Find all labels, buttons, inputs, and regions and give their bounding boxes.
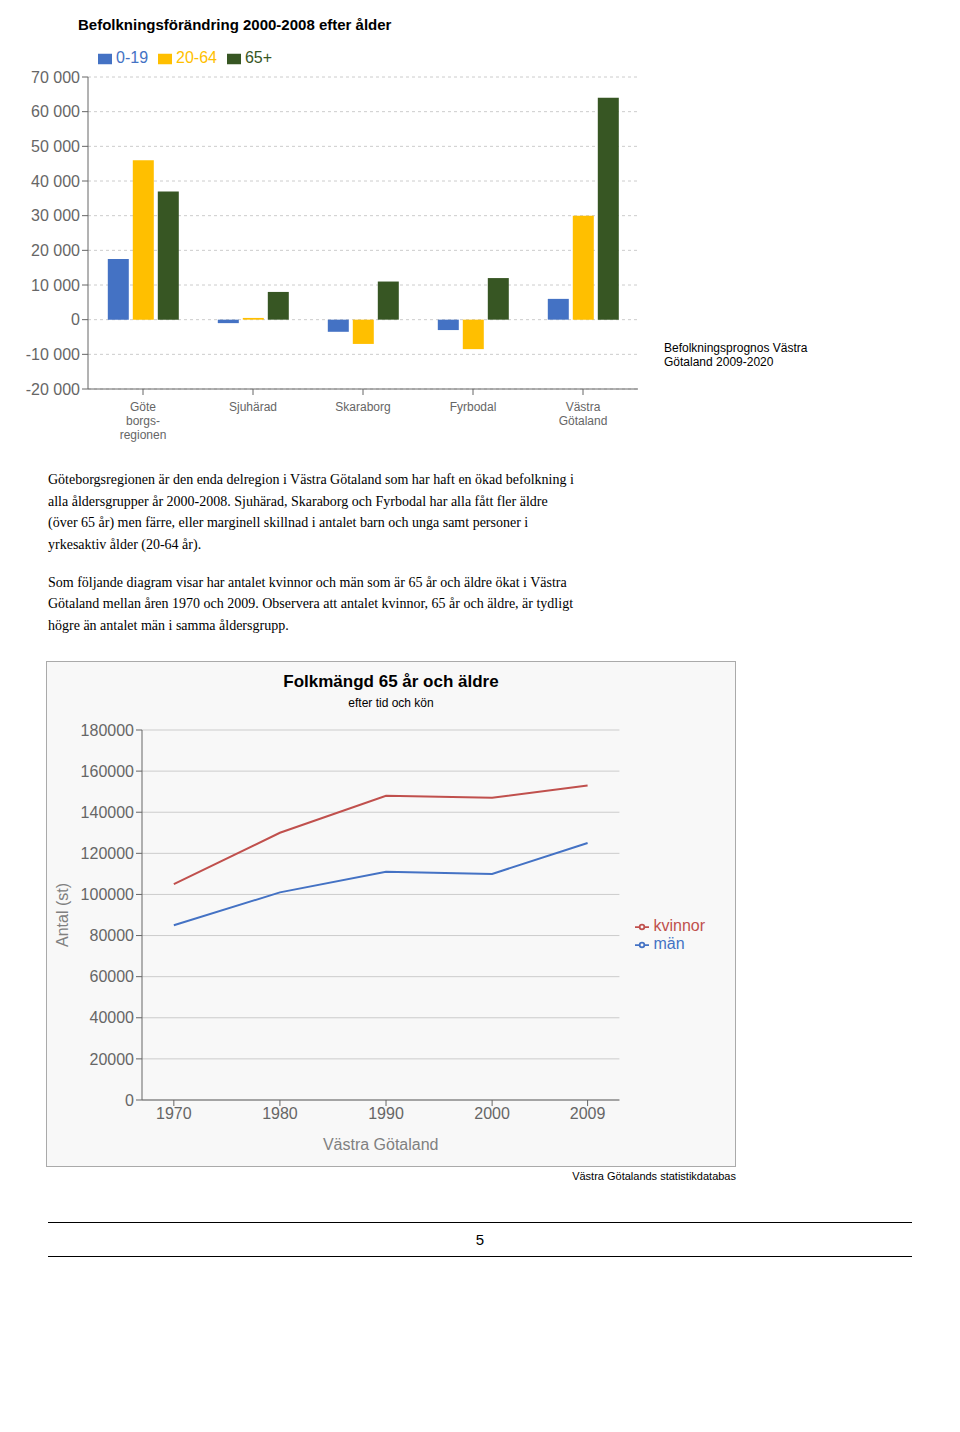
svg-text:180000: 180000 [81,721,134,738]
svg-text:Sjuhärad: Sjuhärad [229,400,277,414]
svg-text:Göteborgs-regionen: Göteborgs-regionen [120,400,167,442]
html-text:65+: 65+ [245,49,273,66]
html-text:20-64: 20-64 [176,49,217,66]
svg-text:1980: 1980 [262,1105,298,1122]
svg-text:1970: 1970 [156,1105,192,1122]
svg-text:Västra Götaland: Västra Götaland [323,1136,439,1153]
html-text:Befolkningsförändring 2000-200: Befolkningsförändring 2000-2008 efter ål… [78,16,392,33]
svg-text:120000: 120000 [81,845,134,862]
html-text:Västra Götalands statistikdata: Västra Götalands statistikdatabas [572,1169,736,1182]
svg-text:40000: 40000 [90,1009,135,1026]
svg-text:40 000: 40 000 [31,173,80,190]
svg-text:Skaraborg: Skaraborg [335,400,390,414]
svg-text:0: 0 [71,311,80,328]
svg-text:70 000: 70 000 [31,69,80,86]
svg-text:-10 000: -10 000 [26,346,80,363]
svg-text:20 000: 20 000 [31,242,80,259]
svg-text:Antal (st): Antal (st) [54,883,71,947]
html-text:män: män [653,934,685,952]
svg-text:60 000: 60 000 [31,103,80,120]
svg-text:2000: 2000 [474,1105,510,1122]
html-text:Folkmängd 65 år och äldre: Folkmängd 65 år och äldre [283,671,499,691]
html-text:Befolkningsprognos Västra Göta: Befolkningsprognos Västra Götaland 2009-… [664,341,808,369]
svg-text:0: 0 [125,1091,134,1108]
svg-text:-20 000: -20 000 [26,381,80,398]
html-text:5: 5 [475,1230,485,1248]
svg-text:100000: 100000 [81,886,134,903]
html-text:kvinnor: kvinnor [653,916,705,934]
svg-text:20000: 20000 [90,1050,135,1067]
svg-text:160000: 160000 [81,763,134,780]
html-text:0-19: 0-19 [116,49,148,66]
html-text:efter tid och kön: efter tid och kön [348,695,434,710]
svg-text:30 000: 30 000 [31,207,80,224]
html-text:Göteborgsregionen är den enda: Göteborgsregionen är den enda delregion … [48,472,574,553]
svg-text:140000: 140000 [81,804,134,821]
svg-text:2009: 2009 [570,1105,606,1122]
svg-text:50 000: 50 000 [31,138,80,155]
html-text:Som följande diagram visar har: Som följande diagram visar har antalet k… [48,574,573,634]
svg-text:Fyrbodal: Fyrbodal [450,400,497,414]
svg-text:80000: 80000 [90,927,135,944]
svg-text:1990: 1990 [368,1105,404,1122]
svg-text:VästraGötaland: VästraGötaland [559,400,608,428]
svg-text:10 000: 10 000 [31,277,80,294]
svg-text:60000: 60000 [90,968,135,985]
